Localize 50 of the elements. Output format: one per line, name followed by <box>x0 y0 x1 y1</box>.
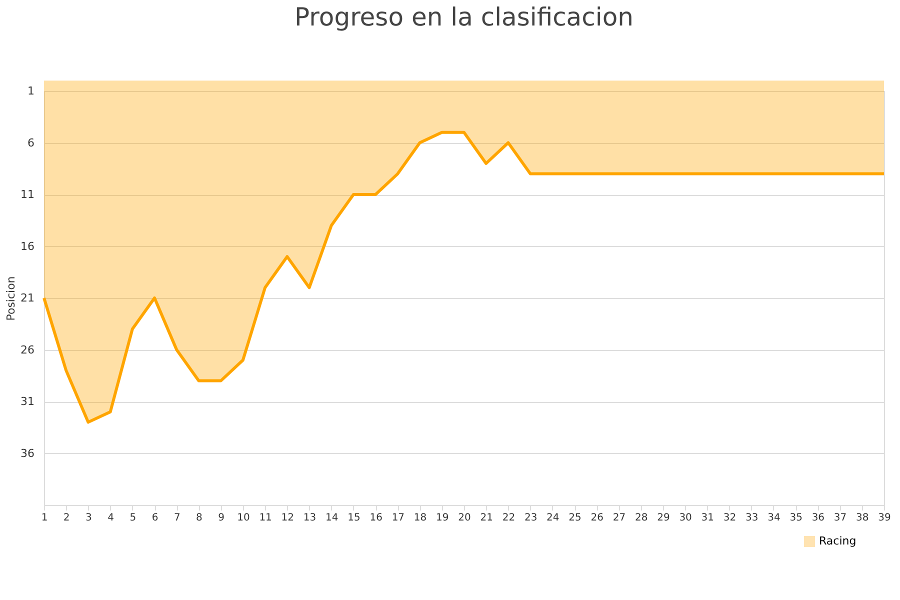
x-tick-label: 33 <box>746 512 758 524</box>
x-tick-label: 29 <box>657 512 670 524</box>
x-tick-label: 22 <box>502 512 516 524</box>
x-tick-label: 5 <box>130 512 136 524</box>
x-tick-label: 13 <box>303 512 316 524</box>
x-tick-label: 2 <box>63 512 70 524</box>
x-tick-label: 31 <box>701 512 714 524</box>
y-tick-label: 21 <box>20 292 34 304</box>
x-tick-label: 15 <box>348 512 360 524</box>
x-tick-label: 27 <box>612 512 626 524</box>
y-tick-label: 31 <box>20 395 34 408</box>
x-tick-label: 23 <box>524 512 538 524</box>
x-tick-label: 9 <box>218 512 225 524</box>
y-tick-label: 1 <box>28 84 34 98</box>
x-tick-label: 24 <box>546 512 560 524</box>
x-tick-label: 17 <box>392 512 405 524</box>
y-tick-label: 6 <box>28 136 34 150</box>
x-tick-label: 25 <box>568 512 582 524</box>
y-tick-label: 16 <box>20 240 34 253</box>
x-tick-label: 11 <box>259 512 272 524</box>
chart-title: Progreso en la clasificacion <box>294 2 634 32</box>
x-tick-label: 38 <box>856 512 869 524</box>
x-tick-label: 19 <box>436 512 449 524</box>
x-tick-label: 37 <box>834 512 847 524</box>
x-tick-label: 1 <box>41 512 48 524</box>
x-tick-label: 4 <box>108 512 114 524</box>
x-tick-label: 8 <box>196 512 202 524</box>
x-tick-label: 35 <box>790 512 802 524</box>
x-tick-label: 28 <box>634 512 648 524</box>
x-tick-label: 36 <box>812 512 825 524</box>
x-tick-label: 6 <box>152 512 158 524</box>
x-tick-label: 32 <box>723 512 736 524</box>
y-tick-label: 11 <box>20 188 34 201</box>
x-tick-label: 7 <box>174 512 180 524</box>
x-tick-label: 34 <box>768 512 780 524</box>
x-tick-label: 30 <box>679 512 692 524</box>
x-tick-label: 26 <box>590 512 604 524</box>
x-tick-label: 16 <box>370 512 382 524</box>
x-tick-label: 3 <box>86 512 92 524</box>
x-tick-label: 10 <box>237 512 250 524</box>
x-tick-label: 39 <box>878 512 891 524</box>
legend-label: Racing <box>819 534 856 548</box>
x-tick-label: 18 <box>414 512 427 524</box>
x-tick-label: 14 <box>326 512 338 524</box>
y-axis-title: Posicion <box>4 276 18 321</box>
x-tick-label: 21 <box>480 512 493 524</box>
x-tick-label: 20 <box>458 512 471 524</box>
x-tick-label: 12 <box>281 512 294 524</box>
y-tick-label: 36 <box>20 446 34 460</box>
y-tick-label: 26 <box>20 343 34 356</box>
